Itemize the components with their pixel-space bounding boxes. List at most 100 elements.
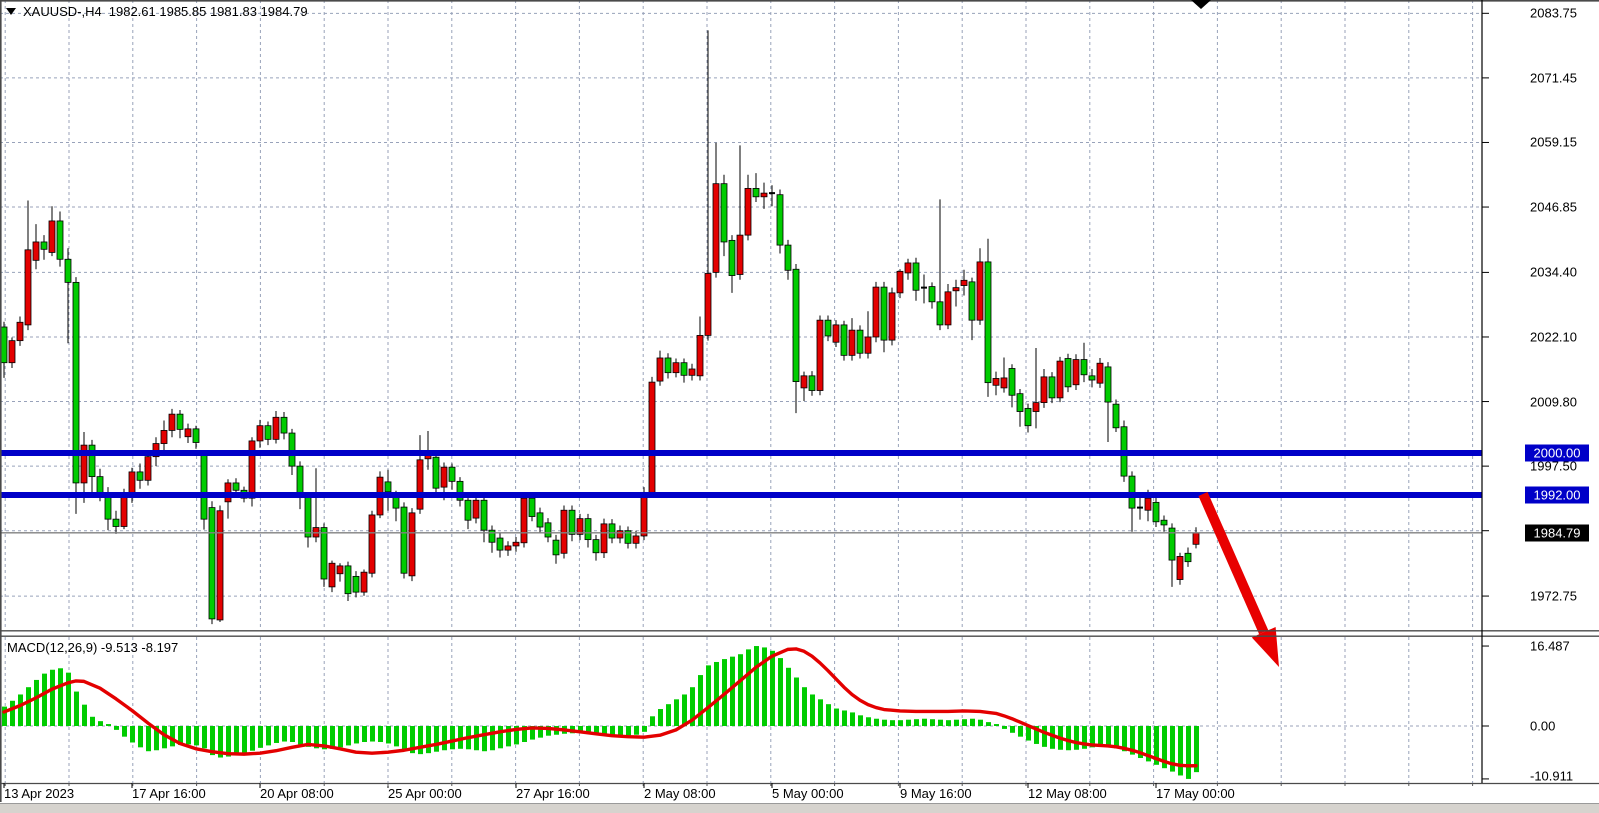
macd-bar — [74, 691, 79, 726]
candle-body — [32, 241, 40, 261]
candle-body — [280, 416, 288, 434]
candle-body — [232, 482, 240, 491]
candle-body — [40, 241, 48, 250]
macd-bar — [962, 719, 967, 726]
price-axis-label: 2083.75 — [1530, 5, 1577, 21]
candle-body — [168, 413, 176, 431]
macd-bar — [642, 726, 647, 732]
candle-body — [704, 273, 712, 336]
time-axis-label: 12 May 08:00 — [1028, 786, 1107, 801]
candle-body — [1184, 552, 1192, 563]
macd-bar — [1082, 726, 1087, 749]
macd-bar — [170, 726, 175, 747]
candle-body — [1096, 362, 1104, 384]
macd-bar — [130, 726, 135, 743]
macd-bar — [474, 726, 479, 751]
macd-bar — [874, 718, 879, 726]
macd-bar — [618, 726, 623, 736]
candle-body — [976, 261, 984, 321]
macd-bar — [266, 726, 271, 746]
macd-signal-line — [2, 647, 1198, 768]
candle-body — [80, 444, 88, 484]
candle-body — [928, 286, 936, 303]
macd-bar — [530, 726, 535, 740]
macd-bar — [362, 726, 367, 743]
macd-bar — [1026, 726, 1031, 741]
candle-body — [944, 291, 952, 326]
macd-bar — [354, 726, 359, 744]
candle-body — [696, 334, 704, 377]
candle-body — [1064, 358, 1072, 388]
macd-bar — [122, 726, 127, 737]
macd-bar — [586, 726, 591, 733]
macd-bar — [306, 726, 311, 747]
time-axis-label: 17 Apr 16:00 — [132, 786, 206, 801]
macd-bar — [1002, 726, 1007, 729]
price-axis-label: 2071.45 — [1530, 70, 1577, 86]
candle-body — [824, 319, 832, 337]
candle-body — [576, 518, 584, 535]
chart-shift-marker-icon[interactable] — [1191, 0, 1211, 9]
candle-body — [880, 286, 888, 341]
candle-body — [136, 471, 144, 481]
macd-bar — [1138, 726, 1143, 759]
candle-body — [64, 258, 72, 283]
candle-body — [360, 571, 368, 593]
time-axis-label: 13 Apr 2023 — [4, 786, 75, 801]
macd-bar — [234, 726, 239, 756]
macd-bar — [706, 665, 711, 726]
candle-body — [256, 425, 264, 442]
macd-bar — [290, 726, 295, 743]
candle-body — [1112, 403, 1120, 429]
time-axis-label: 17 May 00:00 — [1156, 786, 1235, 801]
macd-bar — [346, 726, 351, 746]
macd-bar — [786, 667, 791, 726]
macd-bar — [1194, 726, 1199, 773]
candle-body — [984, 261, 992, 384]
macd-bar — [578, 726, 583, 733]
macd-bar — [754, 646, 759, 726]
trend-arrow-shaft[interactable] — [1198, 491, 1269, 635]
macd-bar — [914, 719, 919, 726]
macd-bar — [842, 710, 847, 726]
time-axis-label: 5 May 00:00 — [772, 786, 844, 801]
macd-histogram-layer — [2, 646, 1199, 779]
symbol-quicknav-icon[interactable] — [6, 8, 16, 15]
macd-bar — [114, 726, 119, 730]
macd-bar — [322, 726, 327, 750]
candles-layer — [0, 30, 1200, 625]
candle-body — [1192, 532, 1200, 545]
candle-body — [680, 362, 688, 376]
macd-bar — [970, 718, 975, 726]
candle-body — [456, 480, 464, 501]
macd-bar — [978, 719, 983, 726]
candle-body — [1072, 359, 1080, 386]
candle-body — [336, 565, 344, 575]
macd-bar — [986, 722, 991, 726]
candle-body — [144, 456, 152, 481]
macd-bar — [1114, 726, 1119, 749]
candle-body — [184, 428, 192, 438]
candle-body — [888, 292, 896, 341]
candle-body — [504, 545, 512, 551]
trend-arrow-head[interactable] — [1251, 626, 1279, 667]
macd-bar — [1074, 726, 1079, 750]
candle-body — [1152, 501, 1160, 523]
macd-bar — [194, 726, 199, 746]
candle-body — [520, 497, 528, 544]
candle-body — [320, 527, 328, 580]
candle-body — [192, 428, 200, 443]
macd-bar — [42, 673, 47, 726]
macd-bar — [858, 715, 863, 726]
candle-body — [120, 495, 128, 527]
candle-body — [896, 270, 904, 294]
macd-bar — [202, 726, 207, 749]
candle-body — [448, 466, 456, 482]
time-axis-label: 25 Apr 00:00 — [388, 786, 462, 801]
candle-body — [480, 499, 488, 531]
macd-bar — [282, 726, 287, 742]
candle-body — [968, 281, 976, 321]
macd-bar — [1018, 726, 1023, 737]
macd-bar — [378, 726, 383, 743]
